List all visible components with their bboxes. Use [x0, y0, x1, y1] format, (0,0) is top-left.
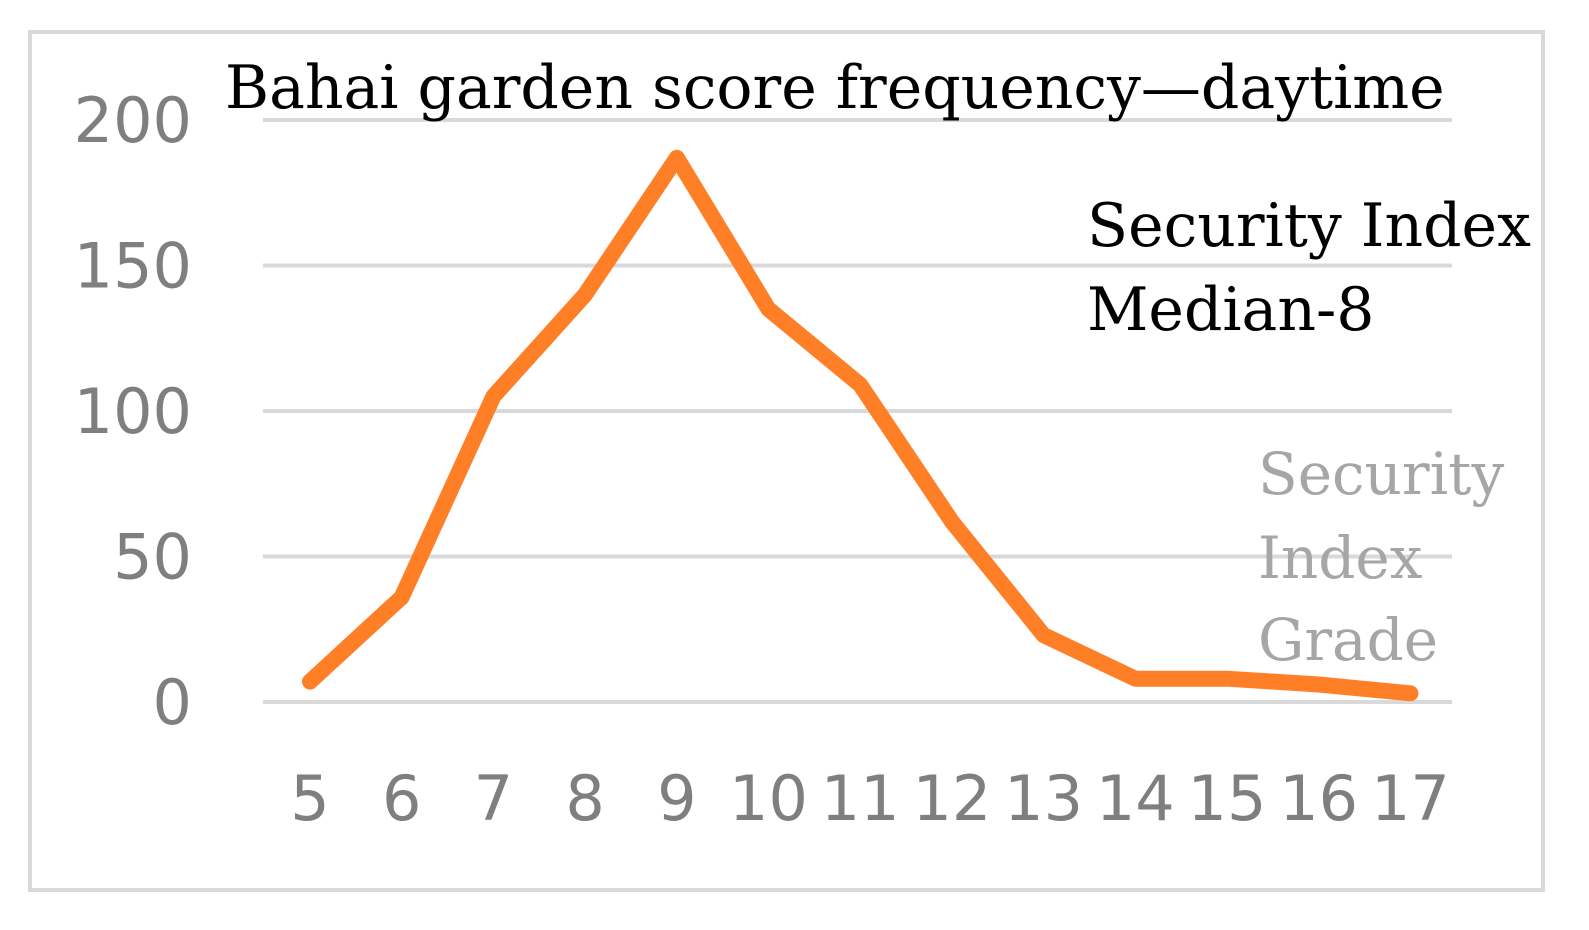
x-tick-label: 10: [729, 762, 808, 835]
x-tick-label: 16: [1279, 762, 1358, 835]
x-tick-label: 5: [290, 762, 329, 835]
legend-label-line-3: Grade: [1258, 606, 1438, 674]
gridlines: [263, 118, 1452, 704]
legend-label-line-1: Security: [1258, 440, 1504, 508]
chart-title: Bahai garden score frequency—daytime: [225, 53, 1445, 123]
x-axis-ticks: 5 6 7 8 9 10 11 12 13 14 15 16 17: [290, 762, 1450, 835]
y-tick-label: 200: [74, 84, 192, 157]
legend-label-line-2: Index: [1258, 524, 1422, 592]
y-tick-label: 50: [113, 521, 192, 594]
x-tick-label: 13: [1004, 762, 1083, 835]
y-tick-label: 0: [153, 666, 192, 739]
x-tick-label: 12: [912, 762, 991, 835]
annotation-line-1: Security Index: [1087, 191, 1531, 261]
x-tick-label: 14: [1096, 762, 1175, 835]
legend: Security Index Grade: [1258, 440, 1504, 674]
y-tick-label: 100: [74, 375, 192, 448]
x-tick-label: 9: [657, 762, 696, 835]
x-tick-label: 6: [382, 762, 421, 835]
x-tick-label: 15: [1188, 762, 1267, 835]
y-tick-label: 150: [74, 230, 192, 303]
x-tick-label: 8: [565, 762, 604, 835]
x-tick-label: 17: [1371, 762, 1450, 835]
series-layer: [302, 149, 1419, 702]
x-tick-label: 7: [474, 762, 513, 835]
chart-frame: [28, 30, 1545, 892]
x-tick-label: 11: [821, 762, 900, 835]
y-axis-ticks: 0 50 100 150 200: [74, 84, 192, 739]
annotation-line-2: Median-8: [1087, 275, 1374, 345]
